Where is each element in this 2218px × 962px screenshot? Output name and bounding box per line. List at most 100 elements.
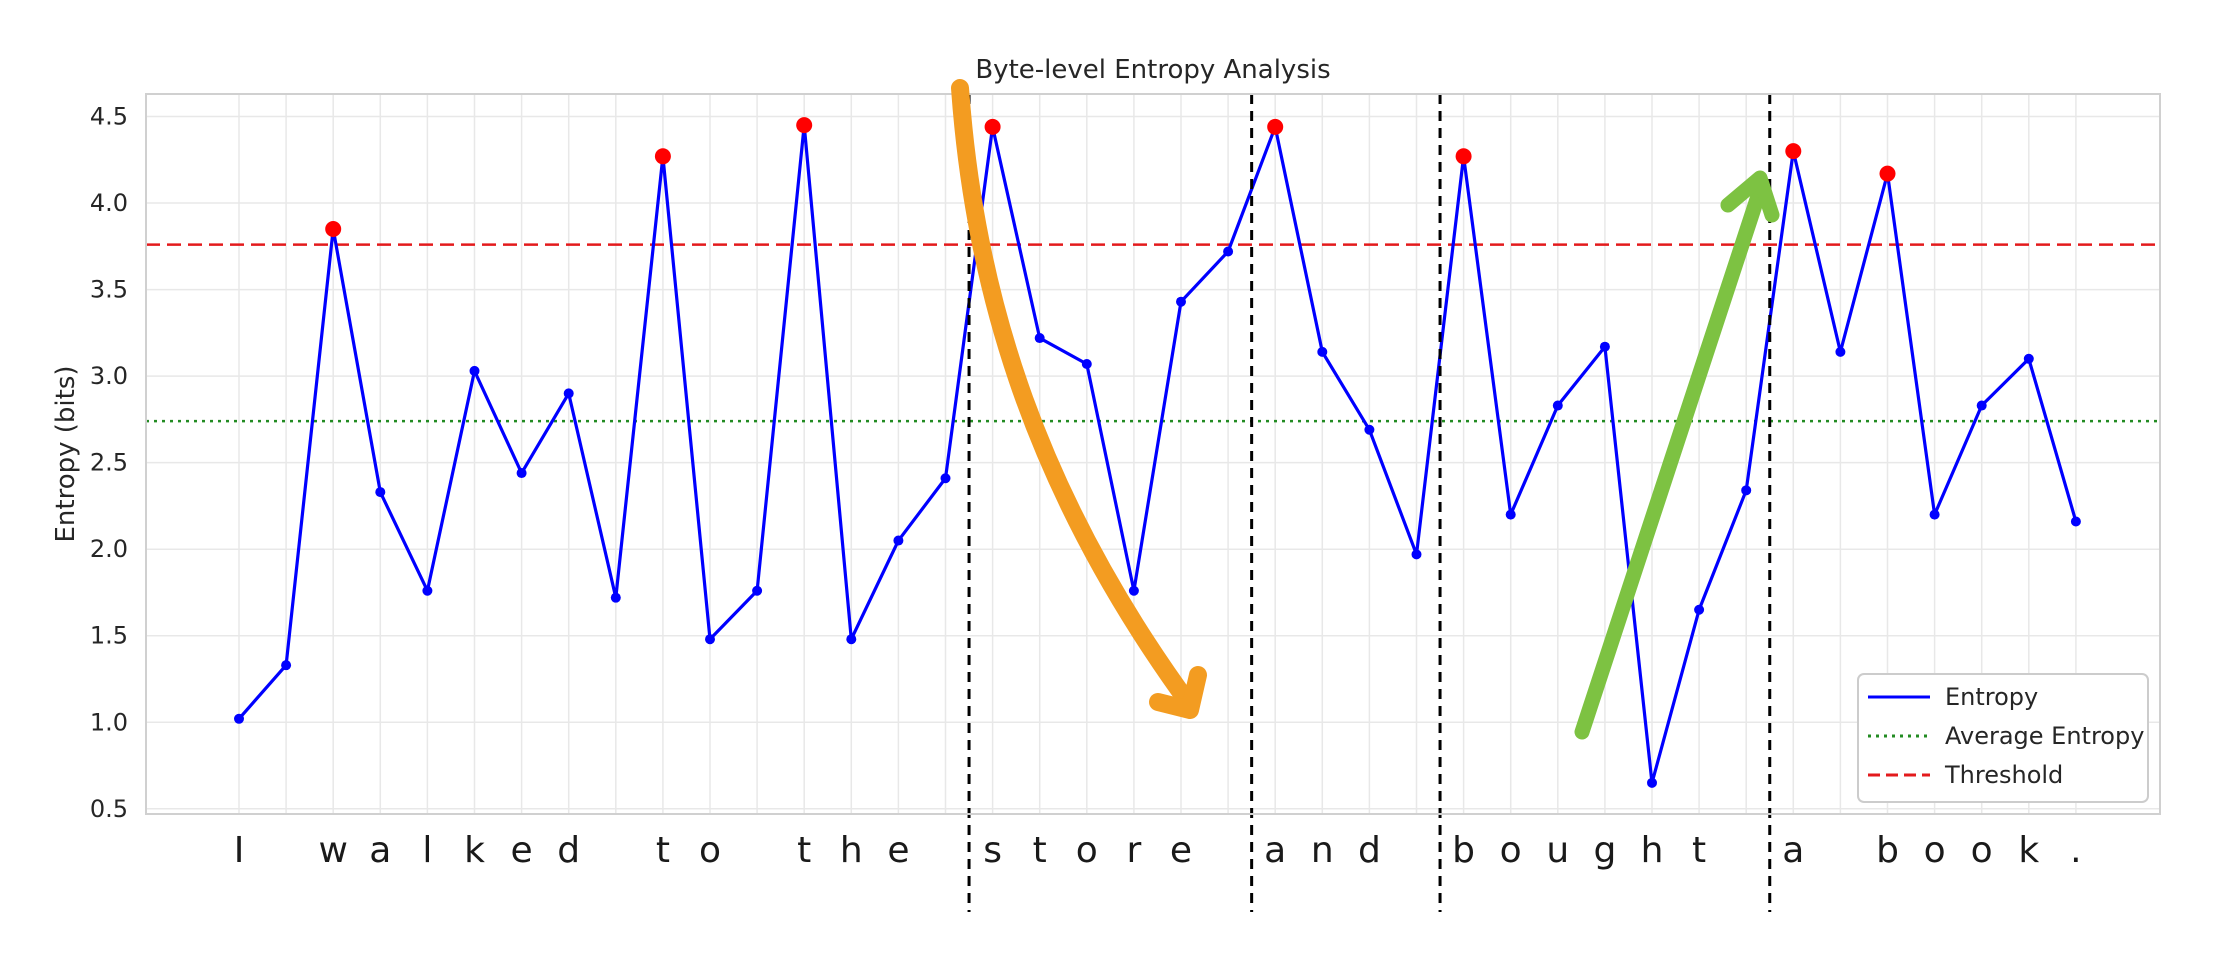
- legend-label: Average Entropy: [1945, 722, 2144, 750]
- x-char-label: u: [1546, 830, 1569, 871]
- x-char-label: o: [699, 830, 721, 871]
- entropy-point: [846, 634, 857, 645]
- reference-lines: [146, 243, 2160, 423]
- annotations: [951, 79, 1780, 740]
- entropy-point: [1835, 346, 1846, 357]
- entropy-point: [1317, 346, 1328, 357]
- entropy-point: [1176, 296, 1186, 307]
- entropy-point: [422, 585, 433, 596]
- x-char-label: h: [1641, 830, 1664, 871]
- entropy-point: [1128, 585, 1139, 596]
- x-char-label: t: [797, 830, 811, 871]
- entropy-point: [1741, 485, 1752, 496]
- green-arrow-head: [1720, 170, 1780, 223]
- y-tick-label: 4.5: [90, 103, 128, 131]
- y-tick-label: 4.0: [90, 189, 128, 217]
- x-char-label: d: [1358, 830, 1381, 871]
- entropy-point: [1223, 246, 1234, 257]
- peak-marker: [984, 118, 1001, 135]
- entropy-point: [1364, 424, 1375, 435]
- x-char-label: t: [1033, 830, 1047, 871]
- entropy-point: [610, 592, 621, 603]
- peak-marker: [1267, 118, 1284, 135]
- y-tick-label: 2.5: [90, 449, 128, 477]
- plot-frame: [145, 93, 2161, 815]
- entropy-point: [516, 468, 527, 479]
- entropy-point: [469, 365, 480, 376]
- entropy-point: [1081, 359, 1092, 369]
- word-boundaries: [967, 94, 1772, 912]
- entropy-point: [893, 535, 904, 546]
- entropy-point: [1034, 333, 1045, 344]
- x-char-label: b: [1452, 830, 1475, 871]
- entropy-point: [234, 713, 244, 724]
- x-char-label: I: [234, 830, 245, 871]
- x-char-label: t: [1692, 830, 1706, 871]
- y-axis-label: Entropy (bits): [51, 365, 81, 542]
- entropy-point: [1647, 777, 1657, 788]
- entropy-point: [2070, 516, 2081, 527]
- entropy-point: [2023, 353, 2034, 364]
- x-char-label: l: [422, 830, 432, 871]
- peak-marker: [1879, 165, 1896, 182]
- y-tick-label: 2.0: [90, 535, 128, 563]
- x-char-label: o: [1076, 830, 1098, 871]
- entropy-point: [1505, 509, 1516, 520]
- y-tick-label: 0.5: [90, 795, 128, 823]
- x-char-label: o: [1500, 830, 1522, 871]
- x-char-label: b: [1876, 830, 1899, 871]
- x-char-label: k: [464, 830, 485, 871]
- orange-arrow-head: [1149, 666, 1207, 719]
- orange-arrow-shaft: [951, 79, 1199, 714]
- peak-marker: [1785, 143, 1802, 160]
- legend-box: [1857, 673, 2149, 803]
- x-char-label: r: [1126, 830, 1141, 871]
- x-char-label: o: [1924, 830, 1946, 871]
- entropy-point: [1599, 341, 1610, 352]
- entropy-point: [375, 487, 386, 498]
- peak-marker: [796, 117, 813, 134]
- y-tick-label: 1.0: [90, 708, 128, 736]
- entropy-point: [940, 473, 951, 484]
- entropy-point: [1411, 549, 1422, 560]
- x-char-label: a: [369, 830, 391, 871]
- x-char-label: e: [1170, 830, 1192, 871]
- x-char-label: .: [2070, 830, 2081, 871]
- legend-label: Entropy: [1945, 683, 2038, 711]
- legend-label: Threshold: [1944, 761, 2063, 789]
- entropy-point: [1694, 604, 1705, 615]
- x-char-label: g: [1593, 830, 1616, 871]
- entropy-point: [281, 660, 292, 671]
- y-tick-label: 3.5: [90, 276, 128, 304]
- x-char-label: w: [318, 830, 347, 871]
- peak-marker: [325, 221, 342, 237]
- x-char-label: h: [840, 830, 863, 871]
- x-char-label: t: [656, 830, 670, 871]
- x-char-label: n: [1311, 830, 1334, 871]
- y-tick-label: 1.5: [90, 622, 128, 650]
- x-char-label: o: [1971, 830, 1993, 871]
- x-char-label: d: [557, 830, 580, 871]
- y-axis-ticks: 0.5 1.0 1.5 2.0 2.5 3.0 3.5 4.0 4.5: [90, 103, 128, 823]
- x-char-label: e: [887, 830, 909, 871]
- entropy-point: [1976, 400, 1987, 411]
- entropy-line: [237, 123, 2078, 785]
- entropy-point: [563, 388, 574, 399]
- entropy-series: [237, 123, 2078, 785]
- x-char-label: a: [1782, 830, 1804, 871]
- peak-marker: [654, 148, 671, 165]
- entropy-point: [1552, 400, 1563, 411]
- entropy-point: [752, 585, 763, 596]
- y-tick-label: 3.0: [90, 362, 128, 390]
- x-char-label: e: [511, 830, 533, 871]
- x-char-label: s: [983, 830, 1002, 871]
- x-char-label: a: [1264, 830, 1286, 871]
- legend: Entropy Average Entropy Threshold: [1857, 673, 2149, 803]
- x-char-label: k: [2018, 830, 2039, 871]
- entropy-point: [1929, 509, 1940, 520]
- peak-marker: [1455, 148, 1472, 165]
- green-arrow-shaft: [1574, 182, 1768, 740]
- entropy-markers: [234, 117, 2081, 788]
